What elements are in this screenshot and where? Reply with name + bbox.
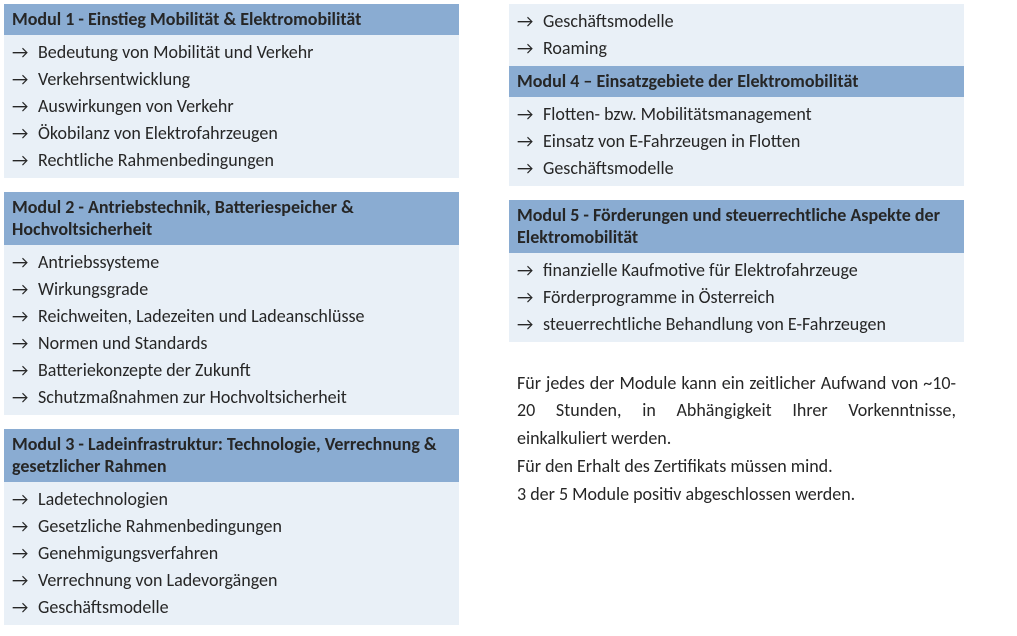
list-item: →Schutzmaßnahmen zur Hochvoltsicherheit: [12, 384, 451, 411]
arrow-icon: →: [12, 357, 38, 384]
arrow-icon: →: [517, 8, 543, 35]
list-item: →Genehmigungsverfahren: [12, 540, 451, 567]
list-item: →Verkehrsentwicklung: [12, 66, 451, 93]
list-item: →Reichweiten, Ladezeiten und Ladeanschlü…: [12, 303, 451, 330]
arrow-icon: →: [12, 384, 38, 411]
info-text: Für jedes der Module kann ein zeitlicher…: [509, 370, 964, 509]
list-item-label: Bedeutung von Mobilität und Verkehr: [38, 39, 313, 66]
list-item: →finanzielle Kaufmotive für Elektrofahrz…: [517, 257, 956, 284]
arrow-icon: →: [12, 147, 38, 174]
list-item: →Förderprogramme in Österreich: [517, 284, 956, 311]
list-item-label: Genehmigungsverfahren: [38, 540, 218, 567]
list-item: →Flotten- bzw. Mobilitätsmanagement: [517, 101, 956, 128]
arrow-icon: →: [517, 257, 543, 284]
arrow-icon: →: [517, 284, 543, 311]
list-item-label: Batteriekonzepte der Zukunft: [38, 357, 251, 384]
list-item-label: Einsatz von E-Fahrzeugen in Flotten: [543, 128, 800, 155]
list-item: →Gesetzliche Rahmenbedingungen: [12, 513, 451, 540]
list-item-label: Schutzmaßnahmen zur Hochvoltsicherheit: [38, 384, 347, 411]
list-item: →Geschäftsmodelle: [517, 155, 956, 182]
module-2-body: →Antriebssysteme→Wirkungsgrade→Reichweit…: [4, 245, 459, 415]
spacer: [509, 186, 964, 200]
arrow-icon: →: [517, 128, 543, 155]
list-item-label: Reichweiten, Ladezeiten und Ladeanschlüs…: [38, 303, 365, 330]
spacer: [4, 415, 459, 429]
arrow-icon: →: [12, 276, 38, 303]
list-item-label: Geschäftsmodelle: [543, 8, 674, 35]
list-item-label: finanzielle Kaufmotive für Elektrofahrze…: [543, 257, 858, 284]
arrow-icon: →: [12, 93, 38, 120]
module-2-header: Modul 2 - Antriebstechnik, Batteriespeic…: [4, 192, 459, 245]
list-item: →Ökobilanz von Elektrofahrzeugen: [12, 120, 451, 147]
list-item: →steuerrechtliche Behandlung von E-Fahrz…: [517, 311, 956, 338]
arrow-icon: →: [12, 303, 38, 330]
arrow-icon: →: [517, 155, 543, 182]
arrow-icon: →: [12, 486, 38, 513]
arrow-icon: →: [12, 330, 38, 357]
list-item-label: Auswirkungen von Verkehr: [38, 93, 234, 120]
info-paragraph-2: Für den Erhalt des Zertifikats müssen mi…: [517, 453, 956, 481]
module-3-body: →Ladetechnologien→Gesetzliche Rahmenbedi…: [4, 482, 459, 625]
list-item: →Einsatz von E-Fahrzeugen in Flotten: [517, 128, 956, 155]
arrow-icon: →: [12, 120, 38, 147]
list-item-label: Roaming: [543, 35, 607, 62]
list-item: →Roaming: [517, 35, 956, 62]
list-item-label: Antriebssysteme: [38, 249, 159, 276]
spacer: [4, 178, 459, 192]
module-3-header: Modul 3 - Ladeinfrastruktur: Technologie…: [4, 429, 459, 482]
module-1-body: →Bedeutung von Mobilität und Verkehr→Ver…: [4, 35, 459, 178]
list-item: →Verrechnung von Ladevorgängen: [12, 567, 451, 594]
list-item-label: Flotten- bzw. Mobilitätsmanagement: [543, 101, 812, 128]
arrow-icon: →: [517, 101, 543, 128]
list-item-label: Rechtliche Rahmenbedingungen: [38, 147, 274, 174]
info-paragraph-1: Für jedes der Module kann ein zeitlicher…: [517, 370, 956, 454]
list-item-label: Gesetzliche Rahmenbedingungen: [38, 513, 282, 540]
list-item-label: Geschäftsmodelle: [38, 594, 169, 621]
list-item-label: Verkehrsentwicklung: [38, 66, 190, 93]
two-column-layout: Modul 1 - Einstieg Mobilität & Elektromo…: [0, 0, 1017, 625]
list-item: →Bedeutung von Mobilität und Verkehr: [12, 39, 451, 66]
right-column: →Geschäftsmodelle→Roaming Modul 4 – Eins…: [509, 4, 964, 625]
list-item-label: Normen und Standards: [38, 330, 207, 357]
module-5-body: →finanzielle Kaufmotive für Elektrofahrz…: [509, 253, 964, 342]
left-column: Modul 1 - Einstieg Mobilität & Elektromo…: [4, 4, 459, 625]
info-paragraph-3: 3 der 5 Module positiv abgeschlossen wer…: [517, 481, 956, 509]
list-item-label: Förderprogramme in Österreich: [543, 284, 775, 311]
list-item-label: Verrechnung von Ladevorgängen: [38, 567, 277, 594]
list-item: →Geschäftsmodelle: [517, 8, 956, 35]
list-item: →Rechtliche Rahmenbedingungen: [12, 147, 451, 174]
list-item-label: Ladetechnologien: [38, 486, 168, 513]
list-item-label: Wirkungsgrade: [38, 276, 148, 303]
arrow-icon: →: [12, 513, 38, 540]
list-item: →Wirkungsgrade: [12, 276, 451, 303]
module-1-header: Modul 1 - Einstieg Mobilität & Elektromo…: [4, 4, 459, 35]
list-item: →Auswirkungen von Verkehr: [12, 93, 451, 120]
arrow-icon: →: [517, 311, 543, 338]
list-item-label: Ökobilanz von Elektrofahrzeugen: [38, 120, 278, 147]
list-item: →Normen und Standards: [12, 330, 451, 357]
list-item-label: Geschäftsmodelle: [543, 155, 674, 182]
arrow-icon: →: [12, 249, 38, 276]
module-4-header: Modul 4 – Einsatzgebiete der Elektromobi…: [509, 66, 964, 97]
list-item: →Geschäftsmodelle: [12, 594, 451, 621]
list-item: →Batteriekonzepte der Zukunft: [12, 357, 451, 384]
arrow-icon: →: [12, 594, 38, 621]
arrow-icon: →: [12, 567, 38, 594]
module-4-body: →Flotten- bzw. Mobilitätsmanagement→Eins…: [509, 97, 964, 186]
module-3-continued-body: →Geschäftsmodelle→Roaming: [509, 4, 964, 66]
arrow-icon: →: [12, 39, 38, 66]
list-item-label: steuerrechtliche Behandlung von E-Fahrze…: [543, 311, 886, 338]
spacer: [509, 342, 964, 370]
module-5-header: Modul 5 - Förderungen und steuerrechtlic…: [509, 200, 964, 253]
list-item: →Ladetechnologien: [12, 486, 451, 513]
arrow-icon: →: [517, 35, 543, 62]
list-item: →Antriebssysteme: [12, 249, 451, 276]
arrow-icon: →: [12, 540, 38, 567]
arrow-icon: →: [12, 66, 38, 93]
